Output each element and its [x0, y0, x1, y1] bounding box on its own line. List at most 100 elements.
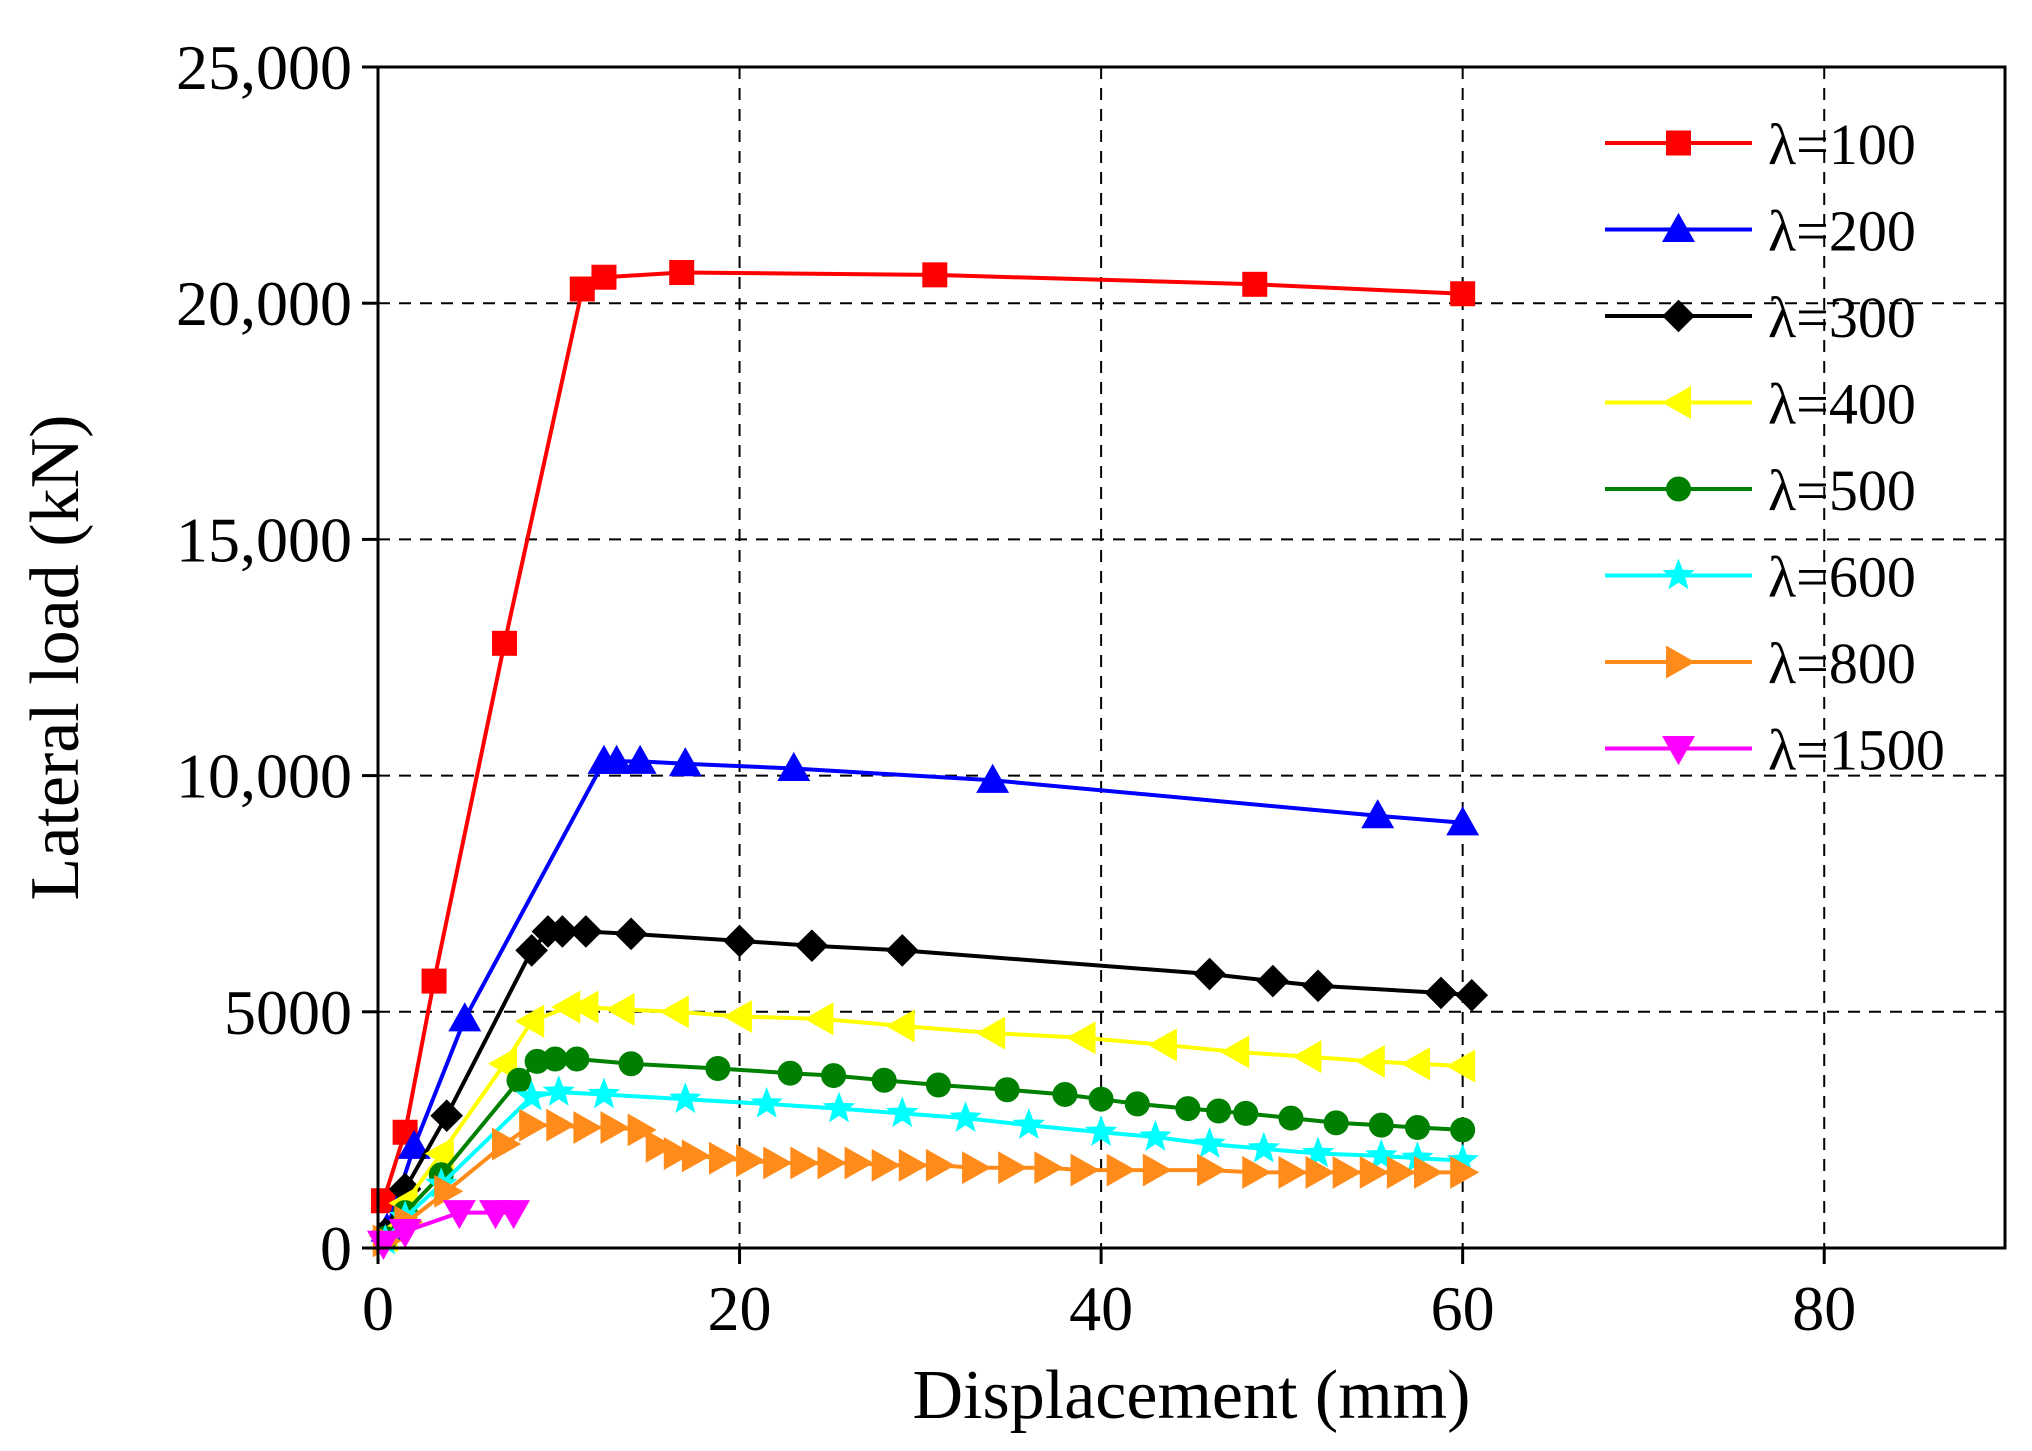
data-point [546, 1108, 576, 1142]
data-point [605, 992, 635, 1026]
y-tick-label: 0 [320, 1213, 352, 1284]
data-point [998, 1151, 1028, 1185]
legend-label: λ=100 [1768, 112, 1916, 177]
data-point [1450, 281, 1476, 307]
data-point [1365, 1138, 1398, 1170]
legend-label: λ=1500 [1768, 718, 1945, 783]
data-point [821, 1063, 847, 1089]
data-point [600, 1111, 630, 1144]
data-point [1175, 1096, 1201, 1122]
data-point [1446, 806, 1480, 836]
data-point [506, 1067, 532, 1093]
data-point [1139, 1119, 1172, 1151]
legend-label: λ=600 [1768, 545, 1916, 610]
data-point [1193, 957, 1226, 991]
data-point [542, 1075, 575, 1106]
legend-marker [1662, 299, 1695, 333]
data-point [962, 1151, 992, 1185]
data-point [564, 1046, 590, 1072]
data-point [1301, 969, 1335, 1003]
data-point [1034, 1151, 1064, 1185]
data-point [1242, 271, 1268, 297]
data-point [600, 744, 634, 774]
data-point [487, 1047, 518, 1081]
data-point [1220, 1035, 1250, 1069]
x-axis-title: Displacement (mm) [913, 1357, 1471, 1434]
y-tick-label: 5000 [224, 977, 352, 1048]
legend-item: λ=100 [1605, 112, 1916, 177]
series-4 [368, 990, 1476, 1253]
data-point [1414, 1155, 1444, 1189]
data-point [1233, 1100, 1259, 1126]
x-tick-label: 20 [708, 1273, 772, 1344]
data-point [1455, 978, 1489, 1012]
x-tick-label: 80 [1792, 1273, 1856, 1344]
data-point [705, 1055, 731, 1081]
data-point [448, 1002, 482, 1032]
data-point [1070, 1153, 1100, 1187]
series-7 [372, 1108, 1480, 1258]
data-point [519, 1108, 549, 1142]
data-point [366, 1230, 400, 1260]
plot-frame [376, 65, 2007, 1250]
data-point [659, 995, 689, 1029]
data-point [790, 1146, 820, 1180]
data-point [817, 1146, 847, 1180]
data-point [569, 915, 603, 948]
data-point [424, 1137, 454, 1170]
y-axis-title: Lateral load (kN) [17, 415, 94, 901]
y-tick-label: 20,000 [176, 268, 352, 339]
legend-item: λ=200 [1605, 199, 1916, 264]
data-point [442, 1200, 476, 1230]
data-point [1142, 1153, 1172, 1187]
series-line [383, 1057, 1463, 1240]
data-point [1355, 1044, 1385, 1078]
data-point [925, 1072, 951, 1098]
legend-marker [1666, 130, 1691, 156]
series-8 [366, 1200, 531, 1260]
data-point [546, 915, 579, 948]
data-point [645, 1129, 675, 1163]
data-point [668, 747, 702, 777]
data-point [1400, 1047, 1430, 1081]
legend-marker [1661, 386, 1691, 419]
data-point [1242, 1155, 1272, 1189]
data-point [669, 1082, 702, 1113]
data-point [388, 1218, 422, 1249]
data-point [492, 630, 518, 656]
data-point [822, 1091, 856, 1123]
data-point [922, 262, 948, 288]
data-point [430, 1099, 464, 1133]
legend-label: λ=200 [1768, 199, 1916, 264]
y-tick-label: 10,000 [176, 741, 352, 812]
legend-item: λ=1500 [1605, 718, 1945, 783]
data-point [542, 1046, 568, 1072]
data-point [1084, 1115, 1118, 1147]
data-point [1386, 1155, 1417, 1189]
data-point [1147, 1028, 1177, 1062]
data-point [1359, 1155, 1389, 1189]
data-point [1446, 1049, 1476, 1083]
data-point [976, 1016, 1006, 1050]
x-tick-label: 0 [362, 1273, 394, 1344]
data-point [804, 1002, 834, 1036]
data-point [795, 929, 829, 962]
data-point [1124, 1091, 1150, 1117]
data-point [994, 1077, 1020, 1103]
data-point [885, 1009, 915, 1043]
data-point [885, 934, 919, 967]
y-tick-label: 15,000 [176, 504, 352, 575]
data-point [1012, 1108, 1045, 1139]
data-point [515, 1004, 545, 1038]
data-point [1278, 1155, 1308, 1189]
data-point [898, 1148, 928, 1182]
data-point [750, 1086, 783, 1118]
data-point [421, 968, 447, 994]
data-point [623, 744, 657, 774]
legend-item: λ=400 [1605, 372, 1916, 437]
data-point [515, 934, 548, 967]
data-point [1206, 1098, 1232, 1124]
y-tick-label: 25,000 [176, 32, 352, 103]
data-point [1361, 799, 1395, 829]
